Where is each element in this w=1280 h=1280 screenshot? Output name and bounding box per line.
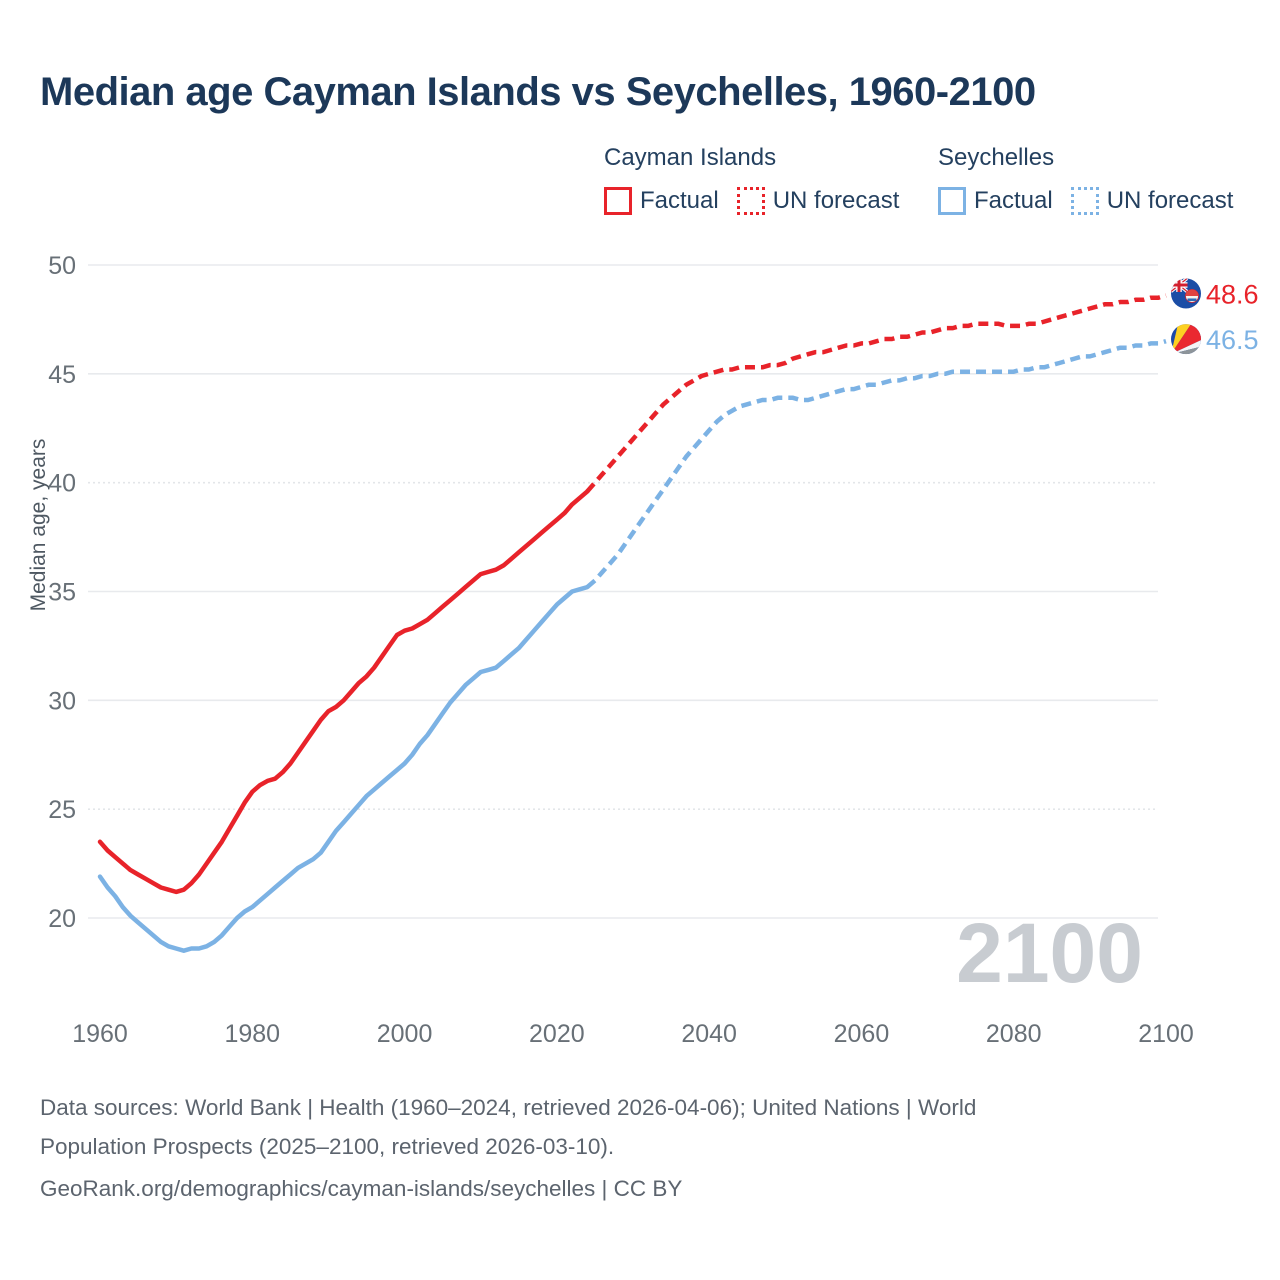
y-tick-label: 50 <box>48 252 76 280</box>
watermark-year: 2100 <box>956 906 1143 1000</box>
seychelles-forecast-line <box>585 339 1167 589</box>
legend-swatch-cayman-factual <box>604 187 632 215</box>
cayman-islands-flag-icon <box>1171 278 1202 309</box>
legend-row-cayman: Factual UN forecast <box>604 187 899 215</box>
y-tick-label: 20 <box>48 905 76 933</box>
footer-link: GeoRank.org/demographics/cayman-islands/… <box>40 1176 683 1201</box>
legend-label-seychelles-forecast: UN forecast <box>1106 187 1234 214</box>
seychelles-flag-icon <box>1171 324 1202 355</box>
x-tick-label: 2020 <box>529 1020 585 1048</box>
y-tick-label: 45 <box>48 361 76 389</box>
cayman-islands-forecast-line <box>585 293 1167 493</box>
footer-data-sources-line1: Data sources: World Bank | Health (1960–… <box>40 1095 977 1120</box>
seychelles-factual-line <box>97 584 590 953</box>
x-tick-label: 1960 <box>72 1020 128 1048</box>
x-tick-label: 2100 <box>1138 1020 1194 1048</box>
y-tick-label: 35 <box>48 579 76 607</box>
legend-group-title-seychelles: Seychelles <box>938 144 1055 171</box>
seychelles-end-value-label: 46.5 <box>1206 325 1259 355</box>
legend-group-seychelles: Seychelles Factual UN forecast <box>938 144 1233 215</box>
cayman-islands-end-value-label: 48.6 <box>1206 279 1259 309</box>
y-tick-label: 40 <box>48 470 76 498</box>
legend-label-seychelles-factual: Factual <box>974 187 1053 214</box>
y-axis-title: Median age, years <box>27 439 50 612</box>
legend-group-cayman: Cayman Islands Factual UN forecast <box>604 144 899 215</box>
legend-swatch-cayman-forecast <box>736 187 765 215</box>
legend-row-seychelles: Factual UN forecast <box>938 187 1233 215</box>
legend-label-cayman-factual: Factual <box>640 187 719 214</box>
x-tick-label: 2080 <box>986 1020 1042 1048</box>
x-tick-label: 2000 <box>377 1020 433 1048</box>
x-tick-label: 1980 <box>224 1020 280 1048</box>
legend-swatch-seychelles-forecast <box>1070 187 1099 215</box>
footer-data-sources-line2: Population Prospects (2025–2100, retriev… <box>40 1134 615 1159</box>
footer: Data sources: World Bank | Health (1960–… <box>40 1088 976 1208</box>
legend-swatch-seychelles-factual <box>938 187 966 215</box>
y-tick-label: 30 <box>48 687 76 715</box>
y-tick-label: 25 <box>48 796 76 824</box>
cayman-islands-factual-line <box>97 489 590 895</box>
legend-group-title-cayman: Cayman Islands <box>604 144 777 171</box>
legend-label-cayman-forecast: UN forecast <box>772 187 900 214</box>
x-tick-label: 2040 <box>681 1020 737 1048</box>
x-tick-label: 2060 <box>834 1020 890 1048</box>
page-title: Median age Cayman Islands vs Seychelles,… <box>40 70 1036 114</box>
